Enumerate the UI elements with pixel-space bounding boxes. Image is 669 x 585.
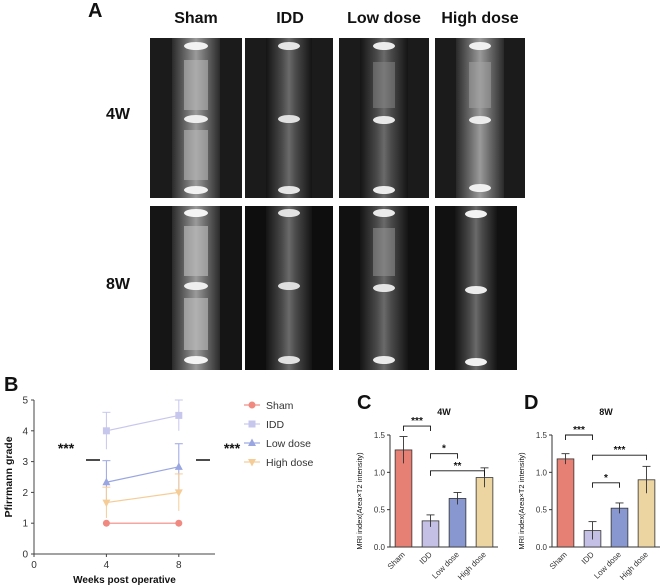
x-tick-label: 4 (104, 560, 110, 571)
y-tick-label: 1.5 (536, 431, 548, 440)
panel-c-letter: C (357, 392, 372, 414)
significance-bracket (430, 470, 485, 476)
mri-index-bar-chart-8w: 8W 0.0 0.5 1.0 1.5 MRI index(Area×T2 intensit… (517, 407, 660, 582)
legend-label: High dose (266, 457, 313, 469)
data-point (174, 462, 183, 470)
y-tick-label: 0.5 (536, 506, 548, 515)
significance-bracket (565, 434, 593, 440)
legend-label: IDD (266, 419, 285, 431)
x-tick-label: Sham (386, 550, 407, 571)
mri-4w-idd (245, 38, 333, 198)
mri-8w-sham (150, 206, 242, 370)
data-point (175, 411, 183, 419)
column-label-idd: IDD (276, 10, 304, 27)
panel-d-letter: D (524, 392, 539, 414)
y-tick-label: 0.5 (374, 506, 386, 515)
significance-label: *** (573, 425, 585, 436)
legend-marker (248, 459, 256, 467)
chart-title: 4W (437, 407, 451, 417)
data-point (102, 499, 111, 508)
y-tick-label: 0.0 (374, 543, 386, 552)
x-tick-label: IDD (418, 550, 434, 566)
series-line-high-dose (106, 491, 179, 504)
row-label-8w: 8W (106, 276, 130, 293)
significance-label: * (442, 444, 446, 455)
y-axis-title: Pfirrmann grade (3, 436, 15, 517)
mri-index-bar-chart-4w: 4W 0.0 0.5 1.0 1.5 MRI index(Area×T2 intensit… (355, 407, 498, 582)
significance-label: *** (411, 416, 423, 427)
mri-image-grid (150, 38, 525, 370)
significance-bracket (592, 454, 647, 461)
x-tick-label: High dose (456, 550, 488, 582)
column-label-low-dose: Low dose (347, 10, 421, 27)
y-tick-label: 5 (22, 396, 28, 407)
x-axis-title: Weeks post operative (73, 575, 176, 585)
y-tick-label: 1.0 (536, 468, 548, 477)
panel-a-letter: A (88, 0, 103, 22)
x-tick-label: Sham (548, 550, 569, 571)
significance-bracket (403, 425, 431, 432)
y-tick-label: 2 (22, 488, 28, 499)
data-point (175, 519, 183, 527)
bar-low-dose (448, 498, 467, 548)
y-tick-label: 0.0 (536, 543, 548, 552)
legend-marker (248, 401, 256, 409)
significance-bracket (592, 482, 620, 488)
y-tick-label: 3 (22, 457, 28, 468)
significance-label: *** (224, 440, 241, 456)
series-line-low-dose (106, 466, 179, 483)
mri-8w-idd (245, 206, 333, 370)
mri-4w-high-dose (435, 38, 525, 198)
y-tick-label: 1.5 (374, 431, 386, 440)
column-label-sham: Sham (174, 10, 218, 27)
significance-bracket (430, 453, 458, 459)
x-tick-label: IDD (580, 550, 596, 566)
legend-marker (248, 420, 256, 428)
bar-low-dose (610, 507, 629, 548)
column-label-high-dose: High dose (441, 10, 519, 27)
data-point (102, 519, 110, 527)
data-point (174, 489, 183, 497)
mri-4w-sham (150, 38, 242, 198)
y-axis-title: MRI index(Area×T2 intensity) (355, 452, 364, 550)
chart-title: 8W (599, 407, 613, 417)
significance-label: *** (58, 440, 75, 456)
mri-8w-low-dose (339, 206, 429, 370)
bar-sham (394, 449, 413, 548)
significance-label: ** (454, 461, 462, 472)
x-tick-label: 8 (176, 560, 182, 571)
legend-label: Sham (266, 400, 294, 412)
y-tick-label: 1.0 (374, 468, 386, 477)
series-line-idd (106, 414, 179, 432)
x-tick-label: 0 (31, 560, 37, 571)
data-point (102, 427, 110, 435)
x-tick-label: High dose (618, 550, 650, 582)
y-axis-title: MRI index(Area×T2 intensity) (517, 452, 526, 550)
mri-8w-high-dose (435, 206, 517, 370)
legend-marker (248, 438, 256, 446)
significance-label: *** (614, 445, 626, 456)
y-tick-label: 1 (22, 519, 28, 530)
row-label-4w: 4W (106, 106, 130, 123)
bar-sham (556, 458, 575, 548)
bar-high-dose (475, 477, 494, 548)
legend-label: Low dose (266, 438, 311, 450)
mri-4w-low-dose (339, 38, 429, 198)
panel-b-letter: B (4, 374, 19, 396)
y-tick-label: 0 (22, 550, 28, 561)
y-tick-label: 4 (22, 426, 28, 437)
data-point (102, 477, 111, 486)
significance-label: * (604, 473, 608, 484)
